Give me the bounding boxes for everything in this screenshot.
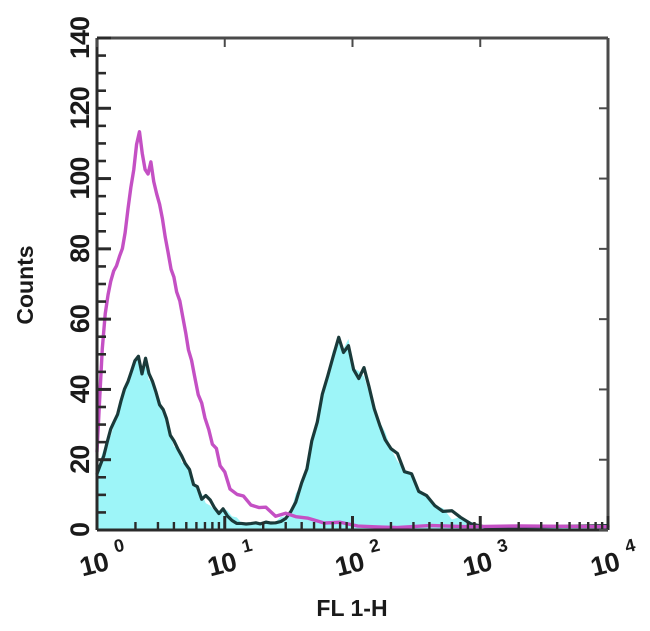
x-tick-exponent: 3 [495, 535, 510, 557]
y-tick-label: 0 [65, 523, 95, 537]
x-tick-label-group: 104 [588, 535, 638, 583]
y-tick-label: 20 [65, 446, 95, 474]
x-axis-title: FL 1-H [316, 595, 387, 621]
x-tick-mantissa: 10 [460, 546, 494, 582]
y-tick-label: 40 [65, 375, 95, 403]
x-tick-mantissa: 10 [588, 546, 622, 582]
x-tick-label-group: 100 [77, 535, 127, 583]
x-tick-mantissa: 10 [77, 546, 111, 582]
isotype-control-trace [95, 130, 610, 530]
x-tick-mantissa: 10 [332, 546, 366, 582]
y-axis-title: Counts [12, 245, 38, 324]
y-tick-label: 100 [65, 158, 95, 200]
x-tick-exponent: 0 [112, 535, 127, 557]
data-series-layer [95, 130, 610, 530]
stained-sample-fill [97, 339, 608, 530]
y-tick-label: 80 [65, 235, 95, 263]
series-stained-sample [95, 335, 610, 530]
x-tick-label-group: 101 [204, 535, 255, 583]
x-tick-exponent: 2 [367, 535, 382, 557]
x-tick-mantissa: 10 [204, 546, 238, 582]
x-tick-label-group: 103 [460, 535, 510, 583]
stained-sample-outline [95, 335, 610, 529]
y-tick-label: 120 [65, 87, 95, 129]
y-tick-label: 140 [65, 17, 95, 59]
series-isotype-control [95, 130, 610, 530]
y-tick-label: 60 [65, 305, 95, 333]
x-tick-label-group: 102 [332, 535, 382, 583]
axis-ticks-layer [95, 36, 610, 532]
x-tick-exponent: 4 [623, 535, 638, 557]
x-tick-exponent: 1 [240, 535, 255, 557]
